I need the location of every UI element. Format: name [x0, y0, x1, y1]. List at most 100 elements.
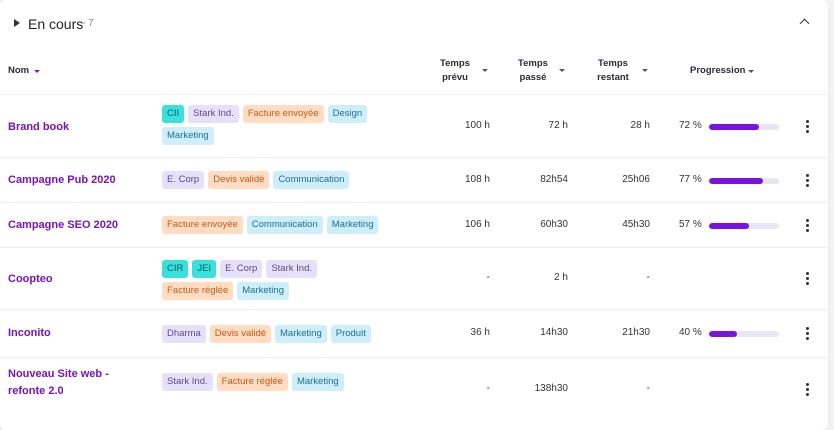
column-header-remaining[interactable]: Temps restant — [594, 57, 632, 85]
tag[interactable]: Devis validé — [209, 325, 272, 343]
tag[interactable]: Marketing — [237, 282, 289, 300]
row-divider — [0, 357, 828, 358]
kebab-menu-icon[interactable] — [806, 219, 810, 233]
tag[interactable]: Dharma — [162, 325, 206, 343]
table-row[interactable]: Inconito Dharma Devis validé Marketing Produ… — [0, 310, 828, 358]
tag-list: E. Corp Devis validé Communication — [162, 171, 392, 189]
sort-caret-icon[interactable] — [559, 69, 565, 72]
tag[interactable]: E. Corp — [220, 260, 263, 278]
kebab-menu-icon[interactable] — [806, 272, 810, 286]
progress-percent: 72 % — [679, 120, 702, 131]
spent-hours: 2 h — [554, 272, 568, 283]
sort-caret-icon[interactable] — [642, 69, 648, 72]
planned-hours: 36 h — [470, 327, 490, 338]
tag[interactable]: Stark Ind. — [162, 373, 213, 391]
progress-bar — [709, 178, 779, 184]
tag[interactable]: Produit — [330, 325, 371, 343]
tag[interactable]: JEI — [192, 260, 217, 278]
column-header-name-label: Nom — [8, 65, 30, 76]
tag[interactable]: Devis validé — [208, 171, 270, 189]
kebab-menu-icon[interactable] — [806, 174, 810, 188]
spent-hours: 14h30 — [540, 327, 568, 338]
progress-bar-fill — [709, 178, 763, 184]
progress-bar — [709, 124, 779, 130]
tag[interactable]: Facture envoyée — [162, 216, 243, 234]
row-divider — [0, 157, 828, 158]
section-title: En cours — [28, 16, 84, 32]
spent-hours: 60h30 — [540, 219, 568, 230]
remaining-hours: 28 h — [630, 120, 650, 131]
progress-bar-fill — [709, 331, 737, 337]
kebab-menu-icon[interactable] — [806, 120, 810, 134]
tag[interactable]: Facture envoyée — [242, 105, 324, 123]
tag[interactable]: Marketing — [326, 216, 379, 234]
progress-percent: 77 % — [679, 174, 702, 185]
row-divider — [0, 247, 828, 248]
row-divider — [0, 309, 828, 310]
tag[interactable]: Marketing — [291, 373, 344, 391]
table-row[interactable]: Campagne Pub 2020 E. Corp Devis validé Comm… — [0, 158, 828, 203]
tag[interactable]: Marketing — [162, 127, 214, 145]
tag-list: Stark Ind. Facture réglée Marketing — [162, 373, 392, 391]
project-name-link[interactable]: Campagne SEO 2020 — [8, 219, 119, 231]
column-header-spent-line1: Temps — [518, 58, 548, 69]
tag[interactable]: Design — [327, 105, 368, 123]
column-header-planned[interactable]: Temps prévu — [437, 57, 473, 85]
progress-bar-fill — [709, 124, 760, 130]
project-name-link[interactable]: Brand book — [8, 121, 70, 133]
planned-hours: 100 h — [464, 120, 490, 131]
section-count: - 7 — [82, 18, 94, 29]
header-divider — [0, 94, 828, 95]
planned-hours: - — [486, 272, 490, 283]
chevron-up-icon[interactable] — [799, 18, 810, 29]
tag[interactable]: Stark Ind. — [266, 260, 317, 278]
tag[interactable]: CII — [162, 105, 185, 123]
column-header-progress[interactable]: Progression — [690, 64, 745, 78]
tag-list: CII Stark Ind. Facture envoyée Design Market… — [162, 105, 392, 145]
spent-hours: 138h30 — [534, 383, 568, 394]
table-row[interactable]: Nouveau Site web - refonte 2.0 Stark Ind.… — [0, 358, 828, 422]
caret-right-icon[interactable] — [14, 19, 20, 27]
spent-hours: 82h54 — [540, 174, 568, 185]
tag[interactable]: Communication — [273, 171, 350, 189]
progress-bar — [709, 223, 779, 229]
column-header-remaining-line2: restant — [597, 72, 629, 83]
kebab-menu-icon[interactable] — [806, 327, 810, 341]
project-name-link[interactable]: Inconito — [8, 327, 51, 339]
table-row[interactable]: Brand book CII Stark Ind. Facture envoyée De… — [0, 95, 828, 158]
sort-caret-icon[interactable] — [34, 70, 40, 73]
project-name-link[interactable]: Campagne Pub 2020 — [8, 174, 116, 186]
tag-list: Dharma Devis validé Marketing Produit — [162, 325, 392, 343]
column-header-spent[interactable]: Temps passé — [514, 57, 552, 85]
tag[interactable]: Facture réglée — [162, 282, 234, 300]
tag[interactable]: E. Corp — [162, 171, 205, 189]
project-name-link[interactable]: Nouveau Site web - refonte 2.0 — [8, 368, 109, 397]
tag-list: Facture envoyée Communication Marketing — [162, 216, 392, 234]
row-divider — [0, 202, 828, 203]
kebab-menu-icon[interactable] — [806, 383, 810, 397]
tag[interactable]: Facture réglée — [216, 373, 288, 391]
project-name-link[interactable]: Coopteo — [8, 273, 53, 285]
table-row[interactable]: Coopteo CIR JEI E. Corp Stark Ind. Facture ré… — [0, 248, 828, 310]
column-header-planned-line2: prévu — [442, 72, 468, 83]
section-header[interactable]: En cours - 7 — [0, 0, 828, 50]
column-header-spent-line2: passé — [519, 72, 547, 83]
column-header-name[interactable]: Nom — [8, 64, 29, 78]
tag[interactable]: CIR — [162, 260, 189, 278]
tag[interactable]: Stark Ind. — [188, 105, 239, 123]
column-header-planned-line1: Temps — [440, 58, 470, 69]
remaining-hours: - — [646, 272, 650, 283]
tag[interactable]: Marketing — [275, 325, 327, 343]
progress-bar-fill — [709, 223, 749, 229]
remaining-hours: 21h30 — [622, 327, 650, 338]
sort-caret-icon[interactable] — [482, 69, 488, 72]
tag[interactable]: Communication — [246, 216, 323, 234]
sort-caret-icon[interactable] — [748, 70, 754, 73]
remaining-hours: 45h30 — [622, 219, 650, 230]
remaining-hours: - — [646, 383, 650, 394]
column-header-progress-label: Progression — [690, 65, 746, 76]
table-row[interactable]: Campagne SEO 2020 Facture envoyée Communic… — [0, 203, 828, 248]
progress-percent: 40 % — [679, 327, 702, 338]
planned-hours: 106 h — [464, 219, 490, 230]
